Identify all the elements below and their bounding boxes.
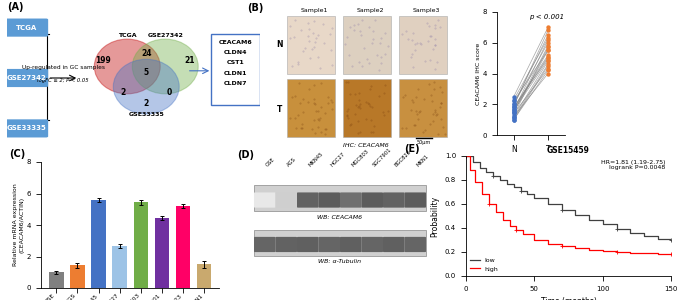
Line: high: high	[466, 156, 671, 254]
high	[512, 229, 521, 232]
Text: 24: 24	[141, 49, 151, 58]
Point	[508, 105, 519, 110]
high	[558, 244, 566, 248]
low	[516, 189, 525, 193]
FancyBboxPatch shape	[383, 192, 405, 208]
Line: low: low	[466, 156, 671, 240]
Bar	[49, 272, 64, 288]
low	[571, 213, 580, 217]
Title: GSE15459: GSE15459	[547, 146, 590, 155]
Point	[508, 102, 519, 106]
Text: (B): (B)	[247, 3, 264, 13]
Text: MGC803: MGC803	[351, 149, 370, 168]
high	[485, 202, 493, 206]
Text: CEACAM6: CEACAM6	[219, 40, 252, 44]
high	[462, 154, 470, 158]
Point	[543, 68, 553, 73]
Text: SGC7901: SGC7901	[372, 147, 393, 168]
Point	[543, 71, 553, 76]
low	[626, 231, 634, 235]
Text: logFC ≥ 2; P < 0.05: logFC ≥ 2; P < 0.05	[37, 78, 89, 83]
low	[482, 170, 490, 173]
low	[599, 223, 607, 226]
Text: CST1: CST1	[227, 60, 245, 65]
Point	[543, 53, 553, 58]
Text: HR=1.81 (1.19-2.75)
logrank P=0.0048: HR=1.81 (1.19-2.75) logrank P=0.0048	[601, 160, 665, 170]
low	[585, 218, 593, 221]
Bar	[155, 218, 169, 288]
low	[523, 193, 532, 196]
Text: T: T	[277, 105, 282, 114]
Point	[543, 48, 553, 53]
Point	[508, 111, 519, 116]
Text: HGC27: HGC27	[329, 152, 346, 168]
Bar	[134, 202, 148, 288]
high	[466, 169, 474, 172]
Text: 0: 0	[166, 88, 172, 97]
Text: 2: 2	[144, 99, 149, 108]
Point	[543, 48, 553, 53]
Y-axis label: Probability: Probability	[430, 195, 439, 237]
low	[462, 154, 470, 158]
Y-axis label: Relative mRNA expression
(CEACAM6/ACTIN): Relative mRNA expression (CEACAM6/ACTIN)	[13, 184, 24, 266]
FancyBboxPatch shape	[362, 237, 383, 252]
high	[544, 242, 552, 245]
FancyBboxPatch shape	[254, 192, 275, 208]
Point	[543, 37, 553, 42]
Text: MKN1: MKN1	[415, 154, 429, 168]
Bar	[71, 265, 85, 288]
Bar	[197, 264, 211, 288]
FancyBboxPatch shape	[254, 237, 275, 252]
Point	[508, 110, 519, 114]
Ellipse shape	[95, 39, 160, 94]
Bar	[112, 246, 127, 288]
Text: BGC823: BGC823	[394, 149, 412, 168]
Text: 21: 21	[184, 56, 195, 65]
Point	[508, 117, 519, 122]
FancyBboxPatch shape	[254, 230, 426, 256]
Text: (A): (A)	[7, 2, 23, 12]
Text: (E): (E)	[404, 144, 420, 154]
high	[585, 248, 593, 251]
Point	[543, 56, 553, 61]
high	[471, 181, 480, 184]
low	[489, 175, 497, 178]
Point	[543, 28, 553, 33]
FancyBboxPatch shape	[405, 237, 426, 252]
high	[667, 253, 675, 256]
Point	[508, 99, 519, 103]
Point	[543, 40, 553, 45]
Text: WB: CEACAM6: WB: CEACAM6	[316, 215, 362, 220]
Text: GSE: GSE	[264, 157, 276, 168]
high	[653, 253, 662, 256]
high	[478, 193, 486, 196]
low	[475, 166, 484, 170]
low	[496, 178, 504, 182]
FancyBboxPatch shape	[5, 69, 48, 87]
high	[599, 249, 607, 253]
Text: 2: 2	[121, 88, 126, 97]
Text: GSE27342: GSE27342	[147, 33, 183, 38]
Text: TCGA: TCGA	[16, 25, 37, 31]
low	[530, 196, 538, 200]
Text: GSE33335: GSE33335	[7, 125, 47, 131]
Text: GSE27342: GSE27342	[7, 75, 47, 81]
Text: Up-regulated in GC samples: Up-regulated in GC samples	[22, 65, 105, 70]
Text: CLDN1: CLDN1	[224, 70, 247, 76]
high	[530, 238, 538, 242]
FancyBboxPatch shape	[319, 192, 340, 208]
Point	[508, 103, 519, 108]
Point	[543, 44, 553, 48]
Point	[543, 36, 553, 40]
Point	[508, 114, 519, 119]
FancyBboxPatch shape	[287, 80, 335, 137]
Y-axis label: CEACAM6 IHC score: CEACAM6 IHC score	[476, 42, 481, 105]
Point	[543, 25, 553, 30]
FancyBboxPatch shape	[275, 237, 297, 252]
low	[503, 182, 511, 185]
FancyBboxPatch shape	[399, 80, 447, 137]
Text: WB: α-Tubulin: WB: α-Tubulin	[318, 259, 360, 264]
Point	[543, 59, 553, 64]
Text: 5: 5	[144, 68, 149, 77]
FancyBboxPatch shape	[5, 19, 48, 37]
